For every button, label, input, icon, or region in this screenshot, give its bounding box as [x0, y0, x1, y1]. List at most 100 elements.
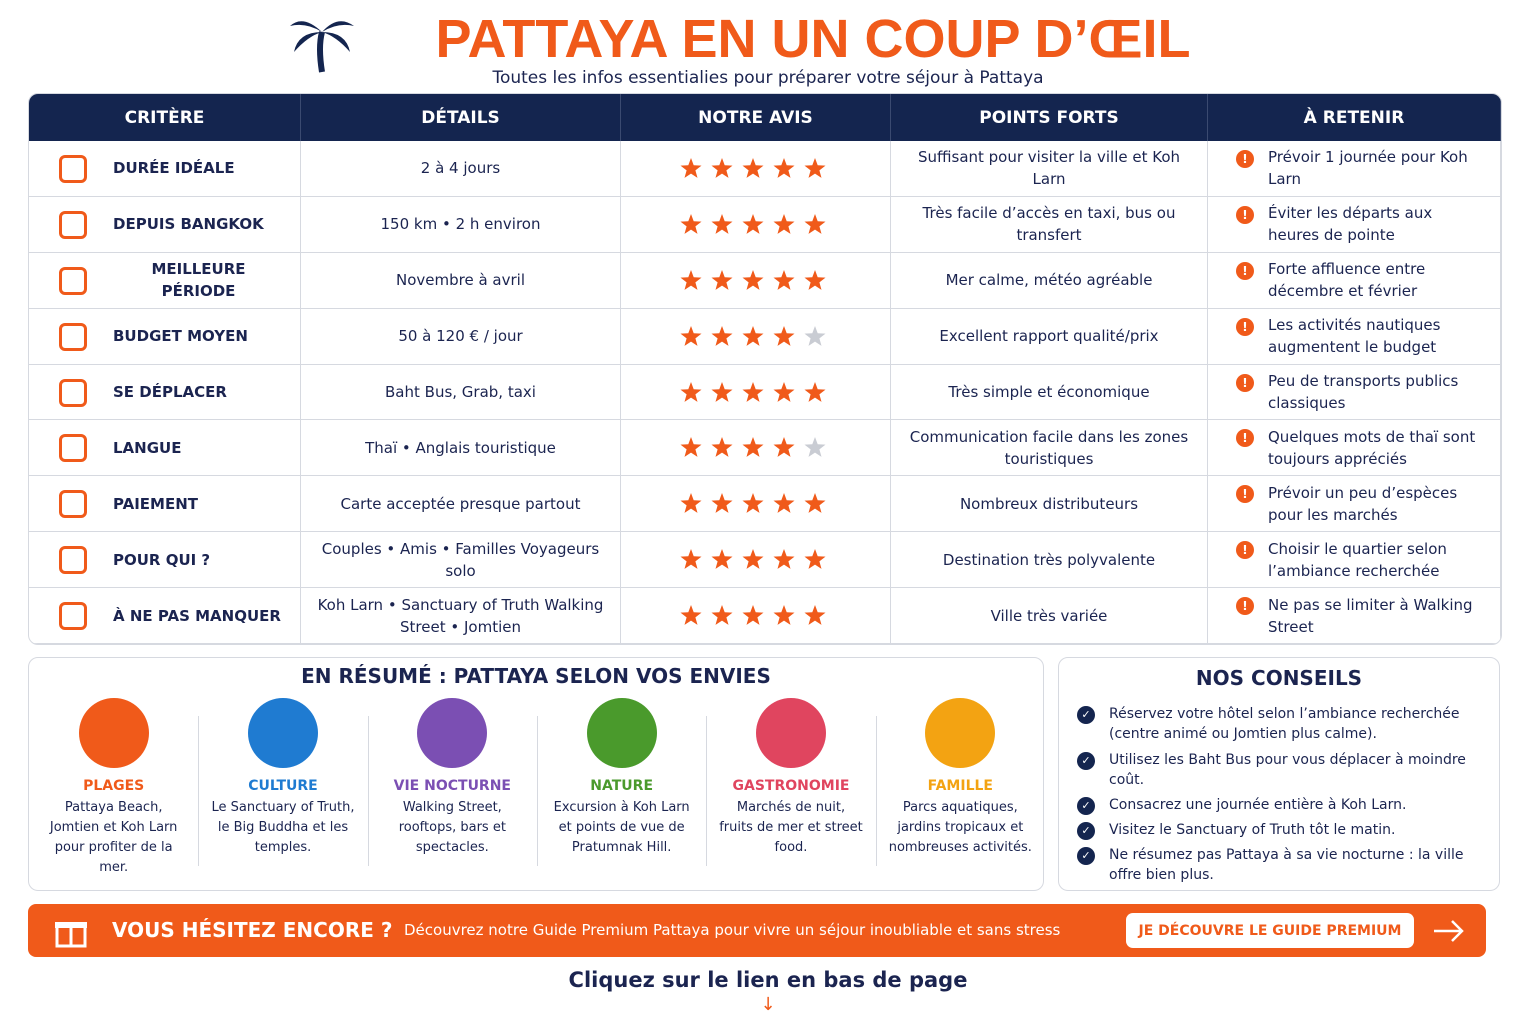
divider	[367, 716, 369, 866]
row-icon	[59, 602, 87, 631]
column-header: DÉTAILS	[301, 94, 621, 141]
star	[804, 157, 826, 178]
summary-item: FAMILLE Parcs aquatiques, jardins tropica…	[880, 698, 1041, 858]
divider	[537, 716, 538, 866]
alert-icon: !	[1236, 485, 1254, 504]
remember: Prévoir un peu d’espèces pour les marché…	[1208, 476, 1501, 533]
star	[773, 605, 795, 625]
summary-item: VIE NOCTURNE Walking Street, rooftops, ba…	[372, 698, 533, 858]
summary-item: CULTURE Le Sanctuary of Truth, le Big Bud…	[202, 698, 363, 858]
criterion: LANGUE	[29, 420, 301, 477]
star	[680, 437, 702, 458]
star	[680, 605, 702, 625]
alert-icon: !	[1236, 261, 1254, 280]
summary-icon	[925, 698, 996, 768]
star	[711, 381, 733, 402]
strengths: Communication facile dans les zones tour…	[891, 420, 1208, 477]
divider	[198, 716, 200, 866]
star	[711, 325, 733, 346]
rating-stars	[680, 381, 826, 402]
strengths: Nombreux distributeurs	[891, 476, 1208, 533]
row-icon	[59, 210, 87, 239]
check-icon: ✓	[1077, 752, 1095, 770]
summary-item-title: GASTRONOMIE	[732, 778, 850, 794]
alert-icon: !	[1236, 541, 1254, 560]
alert-icon: !	[1236, 373, 1254, 392]
rating-cell	[621, 308, 891, 365]
details: 2 à 4 jours	[301, 141, 621, 197]
strengths: Excellent rapport qualité/prix	[891, 308, 1208, 365]
star	[742, 269, 764, 290]
details: Koh Larn • Sanctuary of Truth Walking St…	[301, 588, 621, 644]
criterion: À NE PAS MANQUER	[29, 588, 301, 644]
title: PATTAYA EN UN COUP D’ŒIL	[435, 9, 1191, 69]
star	[804, 269, 826, 290]
summary-box: EN RÉSUMÉ : PATTAYA SELON VOS ENVIES PLAG…	[28, 657, 1044, 891]
rating-stars	[680, 213, 826, 234]
details: Thaï • Anglais touristique	[301, 420, 621, 477]
remember: Choisir le quartier selon l’ambiance rec…	[1208, 532, 1501, 589]
details: Novembre à avril	[301, 252, 621, 309]
rating-cell	[621, 141, 891, 197]
star	[742, 605, 764, 625]
strengths: Mer calme, météo agréable	[891, 252, 1208, 309]
star	[711, 437, 733, 458]
star	[804, 213, 826, 234]
star	[804, 605, 826, 625]
star	[804, 493, 826, 514]
check-icon: ✓	[1077, 797, 1095, 815]
summary-item-text: Walking Street, rooftops, bars et specta…	[398, 800, 506, 855]
rating-stars	[680, 493, 826, 514]
star	[711, 213, 733, 234]
details: 150 km • 2 h environ	[301, 196, 621, 253]
summary-item-text: Parcs aquatiques, jardins tropicaux et n…	[888, 800, 1032, 855]
criterion: DEPUIS BANGKOK	[29, 196, 301, 253]
palm-logo	[290, 21, 354, 73]
cta-bar: VOUS HÉSITEZ ENCORE ? Découvrez notre Gu…	[28, 904, 1486, 957]
table: CRITÈRE DÉTAILS NOTRE AVIS POINTS FORTS À RE…	[28, 93, 1502, 645]
check-icon: ✓	[1077, 822, 1095, 840]
remember: Ne pas se limiter à Walking Street	[1208, 588, 1501, 644]
rating-stars	[680, 437, 826, 458]
details: Couples • Amis • Familles Voyageurs solo	[301, 532, 621, 589]
star	[680, 549, 702, 570]
star	[742, 549, 764, 570]
star	[742, 157, 764, 178]
rating-stars	[680, 605, 826, 625]
alert-icon: !	[1236, 317, 1254, 336]
rating-cell	[621, 420, 891, 477]
star	[680, 269, 702, 290]
strengths: Très facile d’accès en taxi, bus ou tran…	[891, 196, 1208, 253]
star	[711, 605, 733, 625]
criterion: SE DÉPLACER	[29, 364, 301, 421]
star	[804, 549, 826, 570]
remember: Les activités nautiques augmentent le bu…	[1208, 308, 1501, 365]
tip-text: Ne résumez pas Pattaya à sa vie nocturne…	[1109, 847, 1464, 883]
star	[773, 381, 795, 402]
tip-text: Réservez votre hôtel selon l’ambiance re…	[1109, 706, 1460, 742]
divider	[706, 716, 708, 866]
summary-icon	[755, 698, 826, 768]
star	[773, 437, 795, 458]
row-icon	[59, 490, 87, 519]
remember: Forte affluence entre décembre et févrie…	[1208, 252, 1501, 309]
remember: Éviter les départs aux heures de pointe	[1208, 196, 1501, 253]
star	[773, 269, 795, 290]
strengths: Suffisant pour visiter la ville et Koh L…	[891, 141, 1208, 197]
summary-icon	[417, 698, 488, 768]
rating-cell	[621, 252, 891, 309]
rating-cell	[621, 532, 891, 589]
summary-icon	[247, 698, 318, 768]
cta-button[interactable]: JE DÉCOUVRE LE GUIDE PREMIUM	[1126, 913, 1414, 948]
row-icon	[59, 434, 87, 463]
summary-item: PLAGES Pattaya Beach, Jomtien et Koh Larn…	[33, 698, 194, 878]
star	[804, 437, 826, 458]
column-header: POINTS FORTS	[891, 94, 1208, 141]
star	[680, 325, 702, 346]
rating-stars	[680, 549, 826, 570]
column-header: À RETENIR	[1208, 94, 1501, 141]
tip-text: Visitez le Sanctuary of Truth tôt le mat…	[1109, 822, 1396, 838]
rating-cell	[621, 196, 891, 253]
star	[680, 381, 702, 402]
star	[680, 493, 702, 514]
